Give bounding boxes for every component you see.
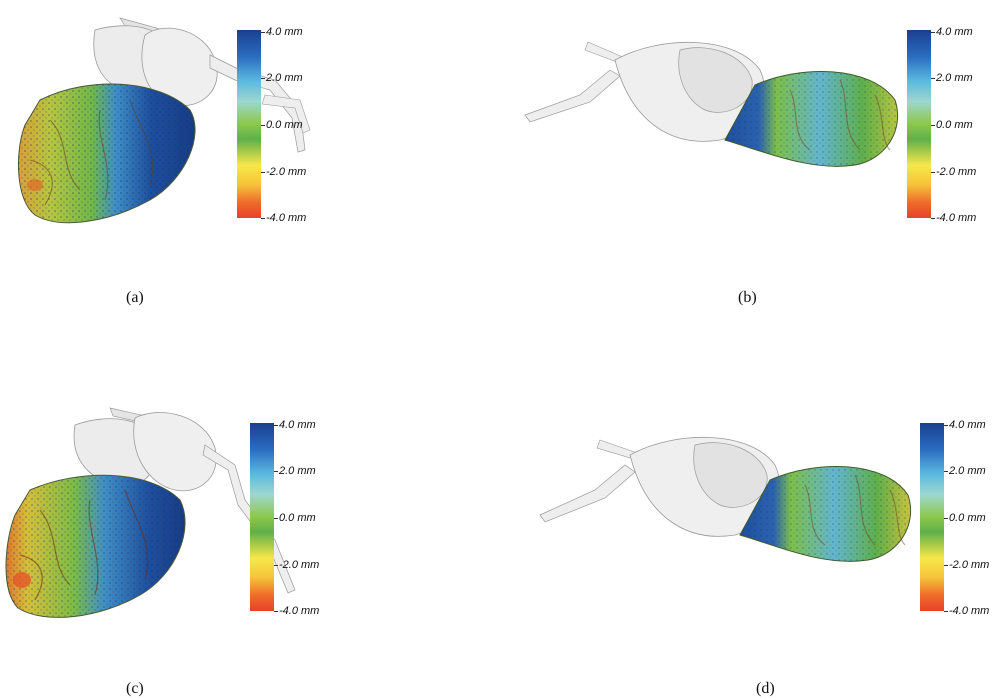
colorbar-b-tick-0: 0.0 mm: [931, 119, 973, 131]
caption-c: (c): [126, 680, 144, 697]
panel-d: 4.0 mm 2.0 mm 0.0 mm -2.0 mm -4.0 mm: [520, 390, 1002, 630]
colorbar-d-tick-neg2: -2.0 mm: [943, 559, 990, 571]
caption-b: (b): [738, 289, 757, 306]
colorbar-d: [920, 423, 944, 611]
colorbar-d-tick-0: 0.0 mm: [944, 512, 986, 524]
colorbar-b-tick-neg2: -2.0 mm: [930, 166, 977, 178]
heart-render-d: [539, 437, 912, 562]
colorbar-b: [907, 30, 931, 218]
colorbar-d-tick-min: -4.0 mm: [943, 605, 990, 617]
colorbar-d-tick-max: 4.0 mm: [944, 419, 986, 431]
caption-a: (a): [126, 289, 144, 306]
colorbar-c-tick-min: -4.0 mm: [273, 605, 320, 617]
colorbar-d-tick-2: 2.0 mm: [944, 465, 986, 477]
colorbar-b-tick-min: -4.0 mm: [930, 212, 977, 224]
colorbar-a-tick-0: 0.0 mm: [261, 119, 303, 131]
heart-render-a: [18, 17, 311, 224]
panel-a: 4.0 mm 2.0 mm 0.0 mm -2.0 mm -4.0 mm: [0, 0, 500, 320]
panel-c: 4.0 mm 2.0 mm 0.0 mm -2.0 mm -4.0 mm: [0, 390, 500, 630]
colorbar-a: [237, 30, 261, 218]
colorbar-c-tick-0: 0.0 mm: [274, 512, 316, 524]
colorbar-b-tick-max: 4.0 mm: [931, 26, 973, 38]
heart-render-b: [524, 41, 899, 167]
colorbar-a-tick-min: -4.0 mm: [260, 212, 307, 224]
colorbar-a-tick-max: 4.0 mm: [261, 26, 303, 38]
colorbar-c-tick-neg2: -2.0 mm: [273, 559, 320, 571]
colorbar-b-tick-2: 2.0 mm: [931, 72, 973, 84]
colorbar-a-tick-2: 2.0 mm: [261, 72, 303, 84]
colorbar-c: [250, 423, 274, 611]
caption-d: (d): [756, 680, 775, 697]
colorbar-c-tick-max: 4.0 mm: [274, 419, 316, 431]
panel-b: 4.0 mm 2.0 mm 0.0 mm -2.0 mm -4.0 mm: [510, 0, 1002, 320]
heart-render-c: [5, 407, 296, 618]
colorbar-a-tick-neg2: -2.0 mm: [260, 166, 307, 178]
colorbar-c-tick-2: 2.0 mm: [274, 465, 316, 477]
